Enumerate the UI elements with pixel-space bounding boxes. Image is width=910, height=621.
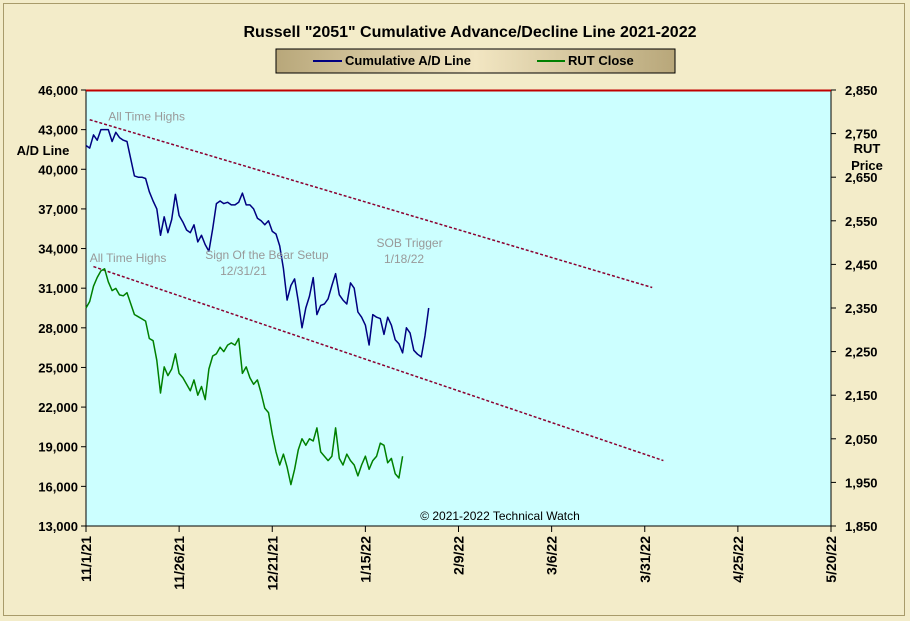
- right-tick-label: 2,450: [845, 257, 878, 272]
- legend-label-rut: RUT Close: [568, 53, 634, 68]
- x-tick-label: 2/9/22: [451, 536, 467, 575]
- left-tick-label: 46,000: [38, 83, 78, 98]
- series-lines: [85, 128, 430, 486]
- left-tick-label: 16,000: [38, 479, 78, 494]
- right-tick-label: 2,350: [845, 301, 878, 316]
- right-tick-label: 2,050: [845, 432, 878, 447]
- annotation-text: All Time Highs: [90, 251, 167, 265]
- annotation-text: SOB Trigger: [377, 236, 443, 250]
- annotations: All Time Highs All Time Highs Sign Of the …: [90, 109, 443, 278]
- left-tick-label: 13,000: [38, 519, 78, 534]
- right-tick-label: 1,950: [845, 475, 878, 490]
- rut-close-series: [85, 268, 404, 486]
- left-axis-label: A/D Line: [17, 143, 70, 158]
- trendline: [89, 119, 653, 289]
- right-tick-label: 1,850: [845, 519, 878, 534]
- annotation-text: Sign Of the Bear Setup: [205, 248, 329, 262]
- left-tick-label: 43,000: [38, 123, 78, 138]
- left-tick-label: 19,000: [38, 440, 78, 455]
- x-tick-label: 11/26/21: [171, 536, 187, 590]
- copyright-text: © 2021-2022 Technical Watch: [420, 509, 580, 523]
- left-tick-label: 22,000: [38, 400, 78, 415]
- plot-area: [85, 89, 832, 527]
- x-axis-ticks: 11/1/21 11/26/21 12/21/21 1/15/22 2/9/22 3/6/…: [78, 526, 839, 591]
- trendlines: [89, 119, 664, 462]
- x-tick-label: 11/1/21: [78, 536, 94, 582]
- annotation-text: 12/31/21: [220, 264, 267, 278]
- right-tick-label: 2,550: [845, 214, 878, 229]
- left-tick-label: 34,000: [38, 242, 78, 257]
- left-tick-label: 40,000: [38, 162, 78, 177]
- right-axis-ticks: 2,850 2,750 2,650 2,550 2,450 2,350 2,250 2,150…: [831, 83, 878, 534]
- trendline: [93, 265, 664, 462]
- ad-line-series: [85, 128, 430, 358]
- left-axis-ticks: 46,000 43,000 40,000 37,000 34,000 31,000 28,0…: [38, 83, 86, 534]
- right-tick-label: 2,150: [845, 388, 878, 403]
- x-tick-label: 5/20/22: [823, 536, 839, 583]
- right-tick-label: 2,650: [845, 170, 878, 185]
- x-tick-label: 3/6/22: [544, 536, 560, 575]
- right-tick-label: 2,850: [845, 83, 878, 98]
- annotation-text: All Time Highs: [108, 109, 185, 123]
- x-tick-label: 4/25/22: [730, 536, 746, 583]
- left-tick-label: 28,000: [38, 321, 78, 336]
- legend-label-ad: Cumulative A/D Line: [345, 53, 471, 68]
- left-tick-label: 31,000: [38, 281, 78, 296]
- chart-title: Russell "2051" Cumulative Advance/Declin…: [243, 24, 696, 41]
- left-tick-label: 37,000: [38, 202, 78, 217]
- annotation-text: 1/18/22: [384, 252, 424, 266]
- right-tick-label: 2,750: [845, 127, 878, 142]
- left-tick-label: 25,000: [38, 360, 78, 375]
- right-tick-label: 2,250: [845, 345, 878, 360]
- right-axis-label-1: RUT: [854, 141, 881, 156]
- x-tick-label: 1/15/22: [357, 536, 373, 583]
- x-tick-label: 3/31/22: [637, 536, 653, 583]
- legend-box: [275, 48, 676, 74]
- x-tick-label: 12/21/21: [264, 536, 280, 591]
- legend: Cumulative A/D Line RUT Close: [275, 48, 676, 74]
- right-axis-label-2: Price: [851, 158, 883, 173]
